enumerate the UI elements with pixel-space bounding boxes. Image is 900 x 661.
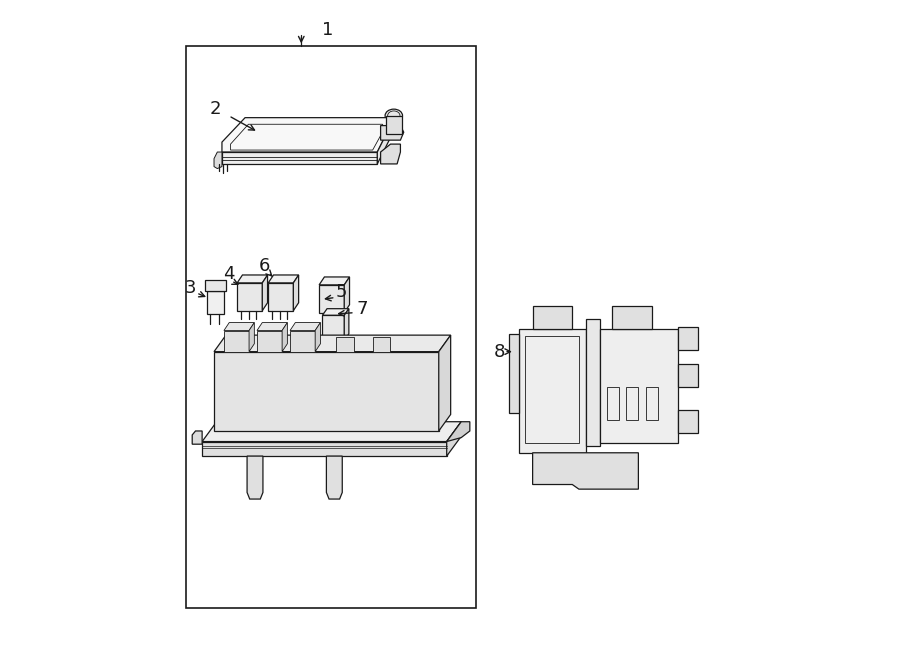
Polygon shape xyxy=(238,275,267,283)
Polygon shape xyxy=(377,126,391,164)
Polygon shape xyxy=(248,456,263,499)
Polygon shape xyxy=(533,453,638,489)
Polygon shape xyxy=(678,364,698,387)
Polygon shape xyxy=(207,291,224,314)
Bar xyxy=(185,46,476,608)
Polygon shape xyxy=(600,329,678,443)
Text: 7: 7 xyxy=(357,300,368,319)
Polygon shape xyxy=(322,315,344,340)
Polygon shape xyxy=(205,280,226,291)
Polygon shape xyxy=(315,323,320,352)
Polygon shape xyxy=(282,323,287,352)
Polygon shape xyxy=(320,277,349,285)
Polygon shape xyxy=(268,275,299,283)
Text: 4: 4 xyxy=(223,265,234,284)
Polygon shape xyxy=(612,306,652,329)
Polygon shape xyxy=(222,152,377,164)
Polygon shape xyxy=(327,456,342,499)
Polygon shape xyxy=(262,275,267,311)
Polygon shape xyxy=(446,422,461,456)
Polygon shape xyxy=(373,337,391,352)
Polygon shape xyxy=(678,327,698,350)
Polygon shape xyxy=(293,275,299,311)
Polygon shape xyxy=(290,330,315,352)
Polygon shape xyxy=(193,431,202,444)
Text: 1: 1 xyxy=(322,20,333,39)
Polygon shape xyxy=(386,116,402,134)
Text: 3: 3 xyxy=(185,278,196,297)
Polygon shape xyxy=(381,144,400,164)
Ellipse shape xyxy=(385,131,402,137)
Polygon shape xyxy=(238,283,262,311)
Polygon shape xyxy=(224,330,249,352)
Polygon shape xyxy=(446,422,470,442)
Polygon shape xyxy=(322,309,349,315)
Polygon shape xyxy=(214,152,222,169)
Polygon shape xyxy=(249,323,255,352)
Text: 8: 8 xyxy=(494,342,505,361)
Polygon shape xyxy=(257,330,282,352)
Polygon shape xyxy=(202,422,461,442)
Polygon shape xyxy=(519,329,586,453)
Polygon shape xyxy=(533,306,572,329)
Polygon shape xyxy=(214,335,451,352)
Polygon shape xyxy=(202,442,446,456)
Polygon shape xyxy=(509,334,519,413)
Polygon shape xyxy=(290,323,320,330)
Polygon shape xyxy=(344,277,349,313)
Text: 6: 6 xyxy=(259,256,271,275)
Polygon shape xyxy=(678,410,698,433)
Polygon shape xyxy=(222,118,391,152)
Text: 5: 5 xyxy=(335,283,346,301)
Text: 2: 2 xyxy=(210,100,221,118)
Polygon shape xyxy=(214,352,439,431)
Ellipse shape xyxy=(385,109,402,122)
Polygon shape xyxy=(337,337,354,352)
Polygon shape xyxy=(320,285,344,313)
Polygon shape xyxy=(344,309,349,340)
Polygon shape xyxy=(586,319,600,446)
Polygon shape xyxy=(381,126,404,140)
Polygon shape xyxy=(268,283,293,311)
Polygon shape xyxy=(257,323,287,330)
Polygon shape xyxy=(439,335,451,431)
Polygon shape xyxy=(224,323,255,330)
